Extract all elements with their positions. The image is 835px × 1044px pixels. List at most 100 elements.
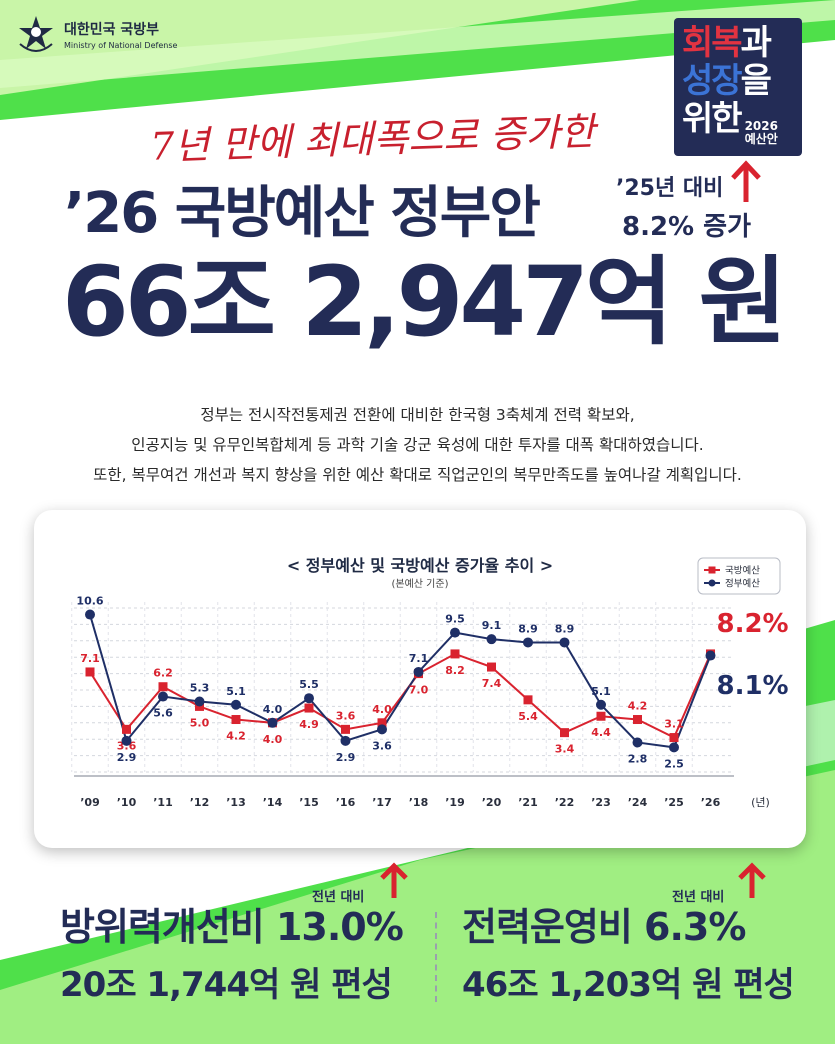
- legend-marker: [708, 566, 716, 574]
- defense-data-point: [669, 733, 679, 743]
- data-label: 5.1: [591, 685, 611, 698]
- data-label: 5.4: [518, 710, 538, 723]
- government-data-point: [559, 637, 570, 648]
- x-tick-label: ’18: [409, 796, 429, 809]
- data-label: 7.1: [80, 652, 100, 665]
- government-data-point: [669, 742, 679, 753]
- x-tick-label: ’10: [117, 796, 137, 809]
- org-name-en: Ministry of National Defense: [64, 40, 178, 50]
- description: 정부는 전시작전통제권 전환에 대비한 한국형 3축체계 전력 확보와, 인공지…: [0, 400, 835, 491]
- data-label: 2.9: [117, 751, 137, 764]
- defense-data-point: [523, 695, 533, 705]
- up-arrow-icon: [731, 160, 761, 202]
- legend-label: 국방예산: [725, 566, 760, 577]
- up-arrow-icon: [738, 862, 766, 898]
- stat-compare-label: 전년 대비: [312, 890, 365, 905]
- line-chart: ’09 ’10 ’11 ’12 ’13 ’14 ’15 ’16 ’17 ’18 ’19 ’20 ’21 ’…: [71, 557, 789, 809]
- badge-word-2b: 을: [740, 61, 772, 101]
- badge-word-1b: 과: [740, 23, 772, 63]
- x-tick-label: ’23: [591, 796, 611, 809]
- series-line-government: [89, 614, 712, 749]
- data-label: 9.5: [445, 613, 465, 626]
- final-value-label-defense: 8.2%: [717, 609, 789, 639]
- government-data-point: [340, 735, 351, 746]
- data-label: 8.9: [518, 622, 538, 635]
- chart-subtitle: (본예산 기준): [391, 579, 449, 590]
- legend-label: 정부예산: [725, 579, 760, 590]
- page-title: ’26 국방예산 정부안: [64, 181, 541, 246]
- data-label: 7.4: [482, 677, 502, 690]
- data-label: 6.2: [153, 667, 173, 680]
- data-label: 4.0: [263, 733, 283, 746]
- government-data-point: [413, 666, 424, 677]
- defense-data-point: [633, 715, 642, 725]
- x-tick-label: ’22: [555, 796, 575, 809]
- government-data-point: [596, 699, 606, 710]
- defense-data-point: [158, 682, 168, 692]
- x-tick-label: ’20: [482, 796, 502, 809]
- description-line: 정부는 전시작전통제권 전환에 대비한 한국형 3축체계 전력 확보와,: [200, 406, 635, 424]
- x-axis-unit-label: (년): [751, 796, 770, 809]
- legend-box: [697, 557, 781, 595]
- defense-data-point: [231, 715, 241, 725]
- badge-word-2: 성장: [682, 61, 743, 101]
- defense-data-point: [377, 718, 387, 728]
- defense-data-point: [450, 649, 460, 659]
- x-tick-label: ’11: [153, 796, 173, 809]
- data-label: 2.8: [628, 752, 648, 765]
- government-data-point: [486, 634, 497, 645]
- x-tick-label: ’19: [445, 796, 465, 809]
- data-label: 3.6: [372, 739, 392, 752]
- defense-data-point: [122, 724, 131, 734]
- stat-operations: 전년 대비 전력운영비 6.3% 46조 1,203억 원 편성: [462, 890, 802, 1006]
- government-data-point: [304, 693, 314, 704]
- legend-marker: [708, 579, 716, 587]
- chart-title: < 정부예산 및 국방예산 증가율 추이 >: [286, 556, 554, 575]
- government-data-point: [705, 650, 716, 661]
- stat-detail: 20조 1,744억 원 편성: [60, 965, 393, 1005]
- data-label: 4.0: [372, 703, 392, 716]
- badge-word-3: 위한: [682, 99, 743, 139]
- x-tick-label: ’25: [664, 796, 684, 809]
- ministry-logo: 대한민국 국방부 Ministry of National Defense: [16, 14, 177, 54]
- badge-word-1: 회복: [682, 23, 743, 63]
- defense-data-point: [487, 662, 496, 672]
- x-tick-label: ’15: [299, 796, 319, 809]
- data-label: 4.2: [226, 730, 246, 743]
- stat-title: 방위력개선비 13.0%: [60, 905, 404, 949]
- data-label: 3.4: [555, 743, 575, 756]
- data-label: 5.6: [153, 707, 173, 720]
- defense-data-point: [85, 667, 95, 677]
- x-tick-label: ’17: [372, 796, 392, 809]
- data-label: 5.3: [190, 681, 210, 694]
- x-tick-label: ’13: [226, 796, 246, 809]
- series-line-defense: [89, 652, 712, 739]
- budget-amount: 66조 2,947억 원: [62, 246, 787, 358]
- data-label: 4.9: [299, 718, 319, 731]
- stat-compare-label: 전년 대비: [672, 890, 725, 905]
- government-data-point: [450, 627, 460, 638]
- government-data-point: [158, 691, 168, 702]
- data-label: 5.5: [299, 678, 319, 691]
- government-data-point: [121, 735, 132, 746]
- data-label: 7.1: [409, 652, 429, 665]
- badge-year: 2026: [744, 119, 778, 133]
- government-data-point: [194, 696, 205, 707]
- defense-data-point: [341, 724, 350, 734]
- data-label: 8.9: [555, 622, 575, 635]
- data-label: 4.2: [628, 700, 648, 713]
- data-label: 4.4: [591, 726, 611, 739]
- data-label: 2.5: [664, 757, 684, 770]
- data-label: 7.0: [409, 684, 429, 697]
- final-value-label-government: 8.1%: [717, 671, 789, 701]
- badge-label: 예산안: [744, 131, 778, 146]
- government-data-point: [85, 609, 95, 620]
- data-label: 5.1: [226, 685, 246, 698]
- x-tick-label: ’14: [263, 796, 283, 809]
- x-tick-label: ’12: [190, 796, 210, 809]
- data-label: 9.1: [482, 619, 502, 632]
- data-label: 2.9: [336, 751, 356, 764]
- x-tick-label: ’21: [518, 796, 538, 809]
- data-label: 3.6: [117, 739, 137, 752]
- description-line: 인공지능 및 유무인복합체계 등 과학 기술 강군 육성에 대한 투자를 대폭 …: [131, 436, 704, 455]
